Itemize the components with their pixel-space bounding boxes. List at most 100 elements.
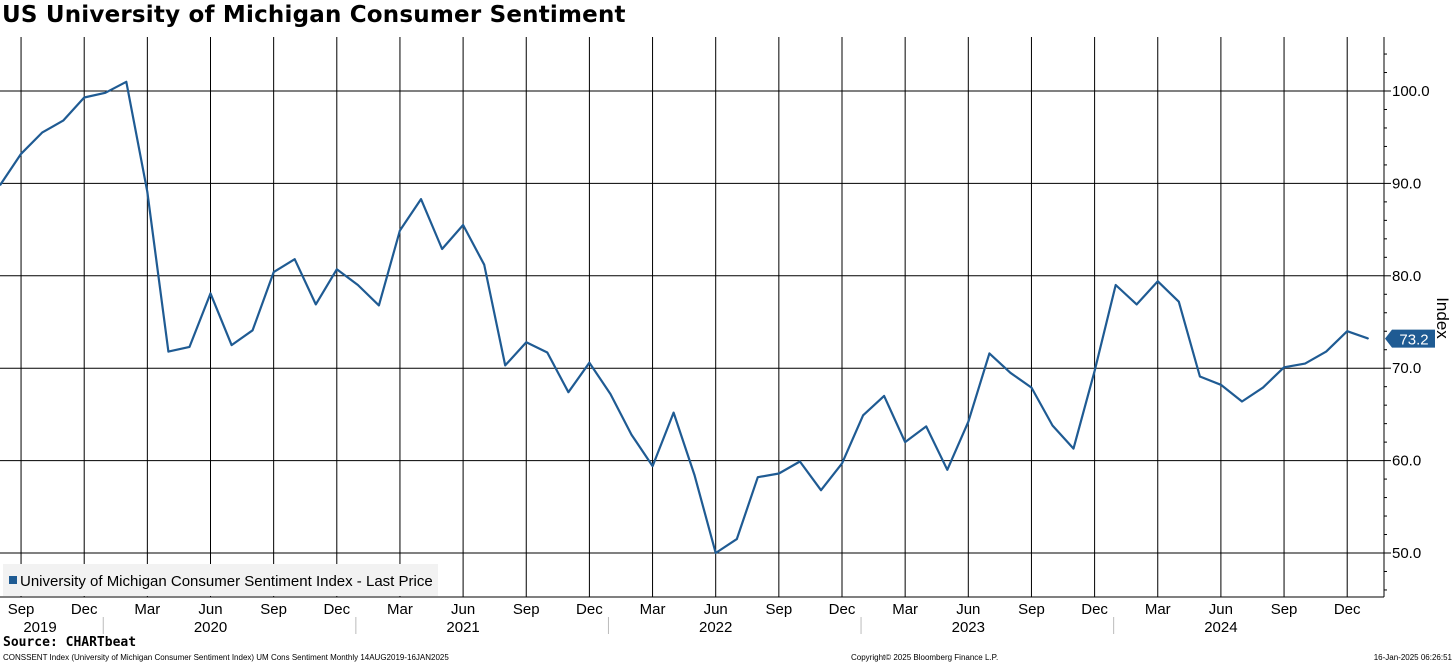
data-point <box>1220 384 1222 386</box>
data-point <box>883 395 885 397</box>
data-point <box>83 96 85 99</box>
x-year-label: 2023 <box>952 619 985 636</box>
data-point <box>20 153 22 155</box>
data-point <box>1199 375 1201 378</box>
data-point <box>188 346 191 348</box>
data-point <box>125 81 127 83</box>
x-year-label: 2021 <box>446 619 479 636</box>
x-tick-label: Mar <box>134 601 160 618</box>
x-year-label: 2020 <box>194 619 227 636</box>
axes-group <box>0 37 1385 598</box>
data-point <box>1283 366 1285 368</box>
data-point <box>1262 387 1264 389</box>
data-point <box>546 351 548 354</box>
data-point <box>799 460 801 463</box>
data-point <box>315 303 317 305</box>
data-point <box>1178 301 1180 303</box>
data-point <box>946 469 948 471</box>
x-tick-label: Sep <box>765 601 792 618</box>
x-tick-label: Jun <box>198 601 222 618</box>
legend-label: University of Michigan Consumer Sentimen… <box>20 573 433 590</box>
data-point <box>588 362 591 364</box>
x-tick-label: Sep <box>260 601 287 618</box>
y-tick-label: 50.0 <box>1392 545 1421 562</box>
x-tick-label: Jun <box>1209 601 1233 618</box>
data-point <box>209 292 212 294</box>
y-gridlines <box>0 53 1391 591</box>
data-point <box>1094 370 1096 372</box>
source-label: Source: CHARTbeat <box>3 635 137 650</box>
x-tick-label: Dec <box>829 601 856 618</box>
footer-timestamp: 16-Jan-2025 06:26:51 <box>1373 653 1452 662</box>
data-point <box>694 474 696 476</box>
data-point <box>399 229 401 232</box>
data-point <box>462 224 464 226</box>
data-point <box>841 462 843 464</box>
data-point <box>673 412 675 414</box>
data-point <box>231 344 233 346</box>
chart-title: US University of Michigan Consumer Senti… <box>2 2 626 28</box>
data-point <box>357 284 359 286</box>
data-point <box>925 425 927 427</box>
data-point <box>862 414 864 416</box>
x-tick-label: Dec <box>1334 601 1361 618</box>
data-point <box>273 271 275 273</box>
data-point <box>378 304 380 306</box>
data-point <box>420 198 422 200</box>
data-point <box>967 421 969 423</box>
y-tick-label: 100.0 <box>1392 83 1430 100</box>
last-value-label: 73.2 <box>1399 332 1428 349</box>
x-gridlines <box>20 37 1348 597</box>
data-point <box>0 184 1 186</box>
series-line <box>0 80 1369 555</box>
data-point <box>62 120 64 122</box>
x-tick-label: Jun <box>704 601 728 618</box>
data-point <box>904 441 906 443</box>
data-point <box>1009 372 1012 374</box>
data-point <box>146 191 148 193</box>
x-tick-label: Dec <box>1081 601 1108 618</box>
data-point <box>167 351 169 353</box>
data-point <box>1325 351 1327 353</box>
footer-description: CONSSENT Index (University of Michigan C… <box>3 653 449 662</box>
x-tick-label: Mar <box>387 601 413 618</box>
y-tick-label: 90.0 <box>1392 175 1421 192</box>
data-point <box>1241 400 1243 403</box>
data-point <box>778 472 780 475</box>
data-point <box>820 489 822 491</box>
legend-swatch <box>9 576 17 584</box>
footer-copyright: Copyright© 2025 Bloomberg Finance L.P. <box>851 653 999 662</box>
data-point <box>1304 363 1306 365</box>
data-point <box>1136 303 1138 305</box>
y-tick-label: 80.0 <box>1392 268 1421 285</box>
data-point <box>483 264 485 266</box>
data-point <box>652 465 654 467</box>
x-tick-label: Mar <box>892 601 918 618</box>
legend-box <box>3 564 438 596</box>
data-point <box>525 341 527 343</box>
x-tick-label: Mar <box>640 601 666 618</box>
x-tick-label: Dec <box>323 601 350 618</box>
y-axis-title: Index <box>1433 297 1452 339</box>
x-year-label: 2022 <box>699 619 732 636</box>
x-tick-label: Sep <box>1018 601 1045 618</box>
x-year-label: 2024 <box>1204 619 1237 636</box>
data-point <box>1367 338 1369 340</box>
x-tick-label: Jun <box>956 601 980 618</box>
data-point <box>630 434 633 436</box>
data-point <box>294 258 296 260</box>
x-tick-label: Dec <box>71 601 98 618</box>
x-tick-label: Mar <box>1145 601 1171 618</box>
data-point <box>988 352 991 354</box>
data-point <box>1030 387 1033 389</box>
series-group <box>0 80 1369 555</box>
x-tick-label: Dec <box>576 601 603 618</box>
data-point <box>715 552 717 554</box>
data-point <box>1072 448 1075 450</box>
x-tick-label: Sep <box>1271 601 1298 618</box>
data-point <box>757 476 759 478</box>
legend: University of Michigan Consumer Sentimen… <box>3 564 438 596</box>
data-point <box>1157 280 1159 282</box>
y-tick-label: 60.0 <box>1392 453 1421 470</box>
